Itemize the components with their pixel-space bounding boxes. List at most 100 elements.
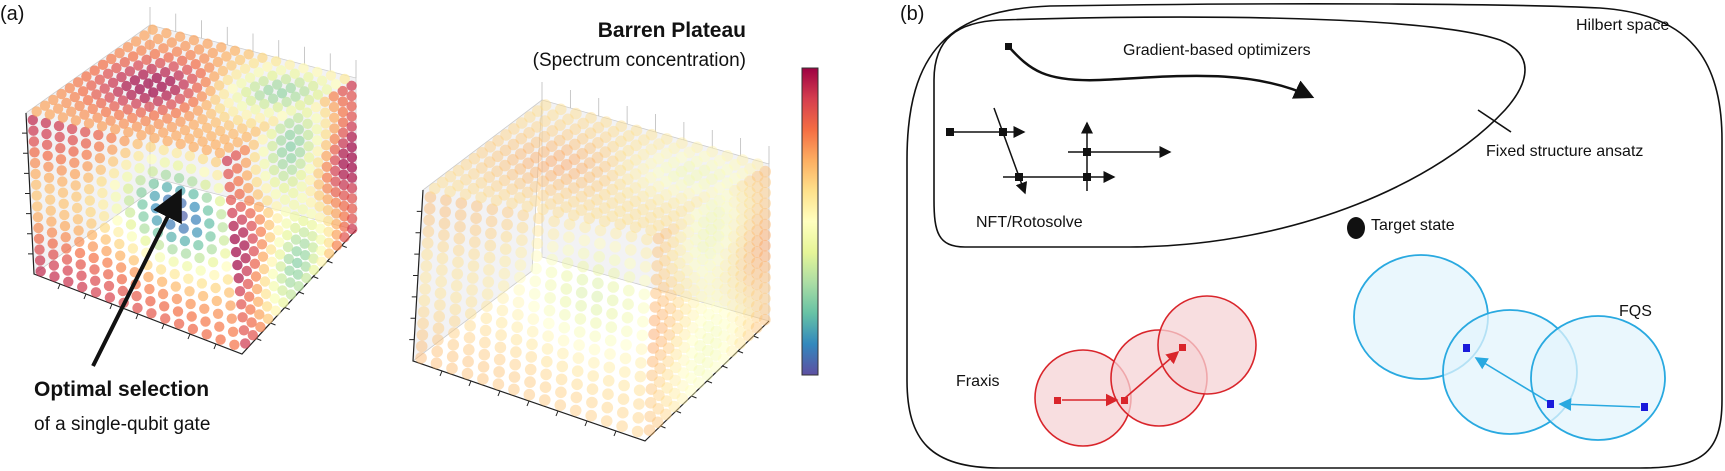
data-point xyxy=(657,281,670,294)
data-point xyxy=(29,147,40,158)
data-point xyxy=(652,232,665,245)
target-state-label: Target state xyxy=(1371,217,1455,234)
axis-tick xyxy=(284,307,290,310)
data-point xyxy=(522,142,535,154)
data-point xyxy=(99,83,110,94)
data-point xyxy=(481,288,494,300)
data-point xyxy=(258,146,269,157)
data-point xyxy=(543,317,555,330)
data-point xyxy=(161,28,172,39)
data-point xyxy=(180,40,191,52)
data-point xyxy=(508,123,520,135)
data-point xyxy=(529,181,542,193)
data-point xyxy=(63,276,74,287)
data-point xyxy=(560,187,572,200)
data-point xyxy=(191,227,203,238)
data-point xyxy=(315,223,326,234)
data-point xyxy=(92,112,103,123)
data-point xyxy=(244,195,255,206)
data-point xyxy=(155,264,167,275)
data-point xyxy=(669,361,682,374)
data-point xyxy=(157,288,169,300)
data-point xyxy=(312,146,323,157)
data-point xyxy=(157,104,168,116)
data-point xyxy=(667,236,679,248)
data-point xyxy=(284,265,295,276)
data-point xyxy=(190,214,202,225)
data-point xyxy=(561,144,573,156)
data-point xyxy=(633,398,645,410)
data-point xyxy=(742,318,755,331)
data-point xyxy=(218,235,230,246)
data-point xyxy=(695,290,708,303)
data-point xyxy=(295,169,307,181)
data-point xyxy=(239,63,251,74)
data-point xyxy=(499,159,511,172)
data-point xyxy=(337,106,349,118)
data-point xyxy=(143,78,154,89)
data-point xyxy=(759,250,771,262)
data-point xyxy=(48,260,60,271)
data-point xyxy=(57,176,68,187)
data-point xyxy=(228,220,239,232)
data-point xyxy=(226,313,237,324)
data-point xyxy=(197,114,208,125)
data-point xyxy=(281,218,292,229)
data-point xyxy=(241,86,252,98)
data-point xyxy=(452,179,464,192)
data-point xyxy=(584,142,596,155)
data-point xyxy=(468,152,481,165)
nft-rotosolve-diagram xyxy=(946,107,1172,195)
data-point xyxy=(484,141,497,153)
data-point xyxy=(160,67,171,78)
data-point xyxy=(691,141,703,154)
data-point xyxy=(661,382,673,394)
data-point xyxy=(223,142,234,153)
data-point xyxy=(683,146,696,159)
data-point xyxy=(111,62,122,74)
axis-tick xyxy=(135,313,139,320)
data-point xyxy=(687,296,700,309)
data-point xyxy=(149,190,160,202)
data-point xyxy=(127,112,138,124)
data-point xyxy=(705,223,717,236)
data-point xyxy=(45,194,56,205)
data-point xyxy=(552,206,565,219)
data-point xyxy=(140,115,151,127)
data-point xyxy=(346,152,358,163)
data-point xyxy=(187,176,198,187)
data-point xyxy=(139,30,150,41)
data-point xyxy=(288,199,300,210)
data-point xyxy=(56,88,67,100)
data-point xyxy=(561,270,573,282)
data-point xyxy=(269,177,281,188)
data-point xyxy=(190,58,201,70)
data-point xyxy=(606,183,619,196)
axis-tick xyxy=(753,335,759,339)
data-point xyxy=(729,159,741,171)
data-point xyxy=(598,215,611,227)
data-point xyxy=(209,269,220,281)
data-point xyxy=(690,208,703,221)
data-point xyxy=(614,150,627,162)
data-point xyxy=(127,51,139,62)
data-point xyxy=(313,168,324,179)
data-point xyxy=(222,274,234,285)
data-point xyxy=(291,246,302,257)
data-point xyxy=(122,171,133,182)
data-point xyxy=(454,221,466,233)
data-point xyxy=(644,397,657,409)
data-point xyxy=(589,330,601,343)
axis-tick xyxy=(706,380,713,384)
data-point xyxy=(44,109,55,120)
cube-plot-optimal xyxy=(22,7,358,355)
data-point xyxy=(528,288,541,300)
data-point xyxy=(214,196,226,207)
data-point xyxy=(691,155,703,168)
data-point xyxy=(638,288,651,301)
axis-tick xyxy=(555,410,559,417)
data-point xyxy=(129,75,141,86)
data-point xyxy=(735,236,748,248)
data-point xyxy=(223,120,235,131)
data-point xyxy=(706,186,718,199)
